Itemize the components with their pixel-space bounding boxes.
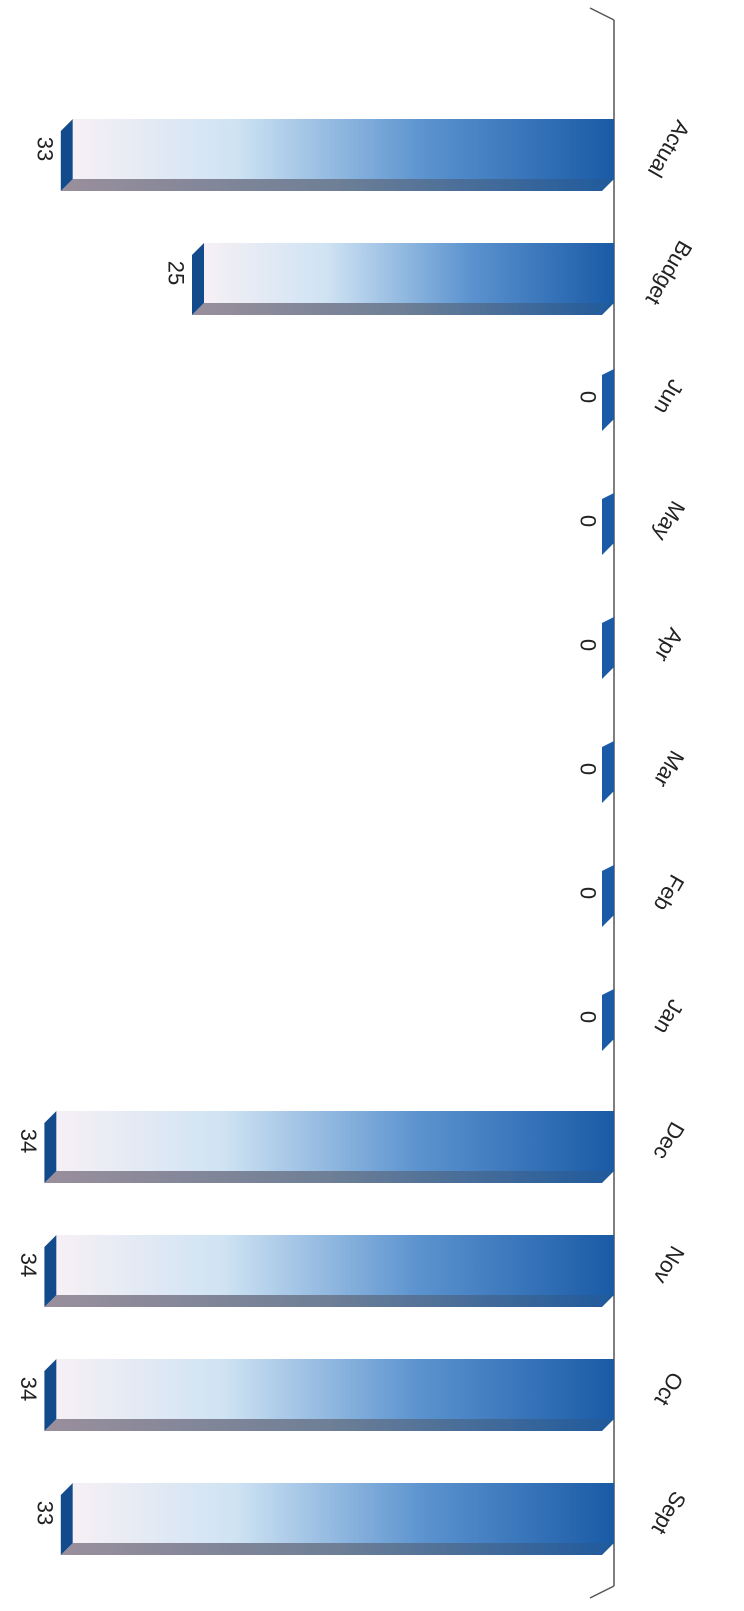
bar [72,1483,614,1543]
data-label: 34 [16,1253,41,1277]
category-label: Dec [648,1118,689,1164]
bar [602,989,614,1051]
category-label: Budget [641,237,698,310]
bar-top-face [60,179,614,191]
category-label: Mar [649,746,690,791]
data-label: 0 [576,391,601,403]
bar-top-face [44,1171,614,1183]
bar-end-face [44,1359,57,1431]
bar-end-face [60,119,73,191]
category-label: Apr [650,624,689,666]
data-label: 0 [576,763,601,775]
data-label: 0 [576,887,601,899]
bar [602,369,614,431]
category-label: Jan [649,995,688,1038]
bar-end-face [44,1235,57,1307]
bar-end-face [192,243,204,315]
bar [72,119,614,179]
axis-wall-bottom-edge [589,7,615,21]
data-label: 0 [576,639,601,651]
bar [602,865,614,927]
data-label: 33 [32,1501,57,1525]
data-label: 34 [16,1377,41,1401]
labels: 33 Sept 34 Oct 34 Nov 34 Dec 0 Jan 0 Feb 0 Mar 0 Apr 0 Ma… [16,116,697,1539]
bar [56,1359,614,1419]
bar-end-face [44,1111,57,1183]
category-label: May [648,497,690,545]
bar-top-face [44,1419,614,1431]
category-label: Nov [648,1242,689,1288]
data-label: 0 [576,1011,601,1023]
data-label: 33 [32,137,57,161]
axis-wall-top-edge [589,1585,615,1599]
bar-end-face [60,1483,73,1555]
bar-top-face [60,1543,614,1555]
category-label: Feb [649,870,690,915]
category-label: Actual [643,116,695,181]
category-label: Oct [650,1368,689,1410]
data-label: 34 [16,1129,41,1153]
bar [56,1235,614,1295]
bars [44,119,614,1555]
bar [602,741,614,803]
bar [204,243,614,303]
data-label: 25 [164,261,189,285]
category-label: Sept [647,1487,691,1539]
bar [602,617,614,679]
bar-top-face [44,1295,614,1307]
bar [56,1111,614,1171]
bar-top-face [192,303,614,315]
category-label: Jun [649,375,688,418]
data-label: 0 [576,515,601,527]
bar [602,493,614,555]
